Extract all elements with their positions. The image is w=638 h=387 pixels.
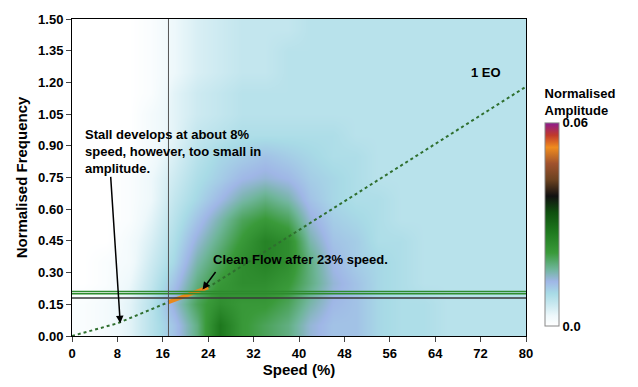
svg-text:NormalisedAmplitude: NormalisedAmplitude [545,86,616,118]
svg-text:0.75: 0.75 [38,170,63,185]
svg-text:80: 80 [519,346,533,361]
svg-text:0.90: 0.90 [38,138,63,153]
svg-text:24: 24 [201,346,216,361]
svg-text:0: 0 [68,346,75,361]
svg-text:64: 64 [428,346,443,361]
svg-text:0.45: 0.45 [38,233,63,248]
svg-text:Normalised Frequency: Normalised Frequency [13,96,30,258]
svg-text:0.30: 0.30 [38,265,63,280]
svg-text:40: 40 [292,346,306,361]
svg-text:72: 72 [473,346,487,361]
svg-text:Clean Flow after 23% speed.: Clean Flow after 23% speed. [213,252,388,267]
svg-text:Speed (%): Speed (%) [263,361,336,378]
svg-text:32: 32 [246,346,260,361]
svg-text:1.05: 1.05 [38,107,63,122]
svg-text:1 EO: 1 EO [471,65,501,80]
svg-text:48: 48 [337,346,351,361]
svg-text:8: 8 [114,346,121,361]
svg-text:1.35: 1.35 [38,43,63,58]
svg-text:1.20: 1.20 [38,75,63,90]
svg-text:0.00: 0.00 [38,329,63,344]
svg-text:56: 56 [383,346,397,361]
svg-text:0.06: 0.06 [563,115,588,130]
svg-text:1.50: 1.50 [38,12,63,27]
svg-text:16: 16 [156,346,170,361]
svg-text:0.0: 0.0 [563,319,581,334]
svg-text:Stall develops at about 8%spee: Stall develops at about 8%speed, however… [85,127,261,176]
svg-text:0.60: 0.60 [38,202,63,217]
svg-text:0.15: 0.15 [38,297,63,312]
